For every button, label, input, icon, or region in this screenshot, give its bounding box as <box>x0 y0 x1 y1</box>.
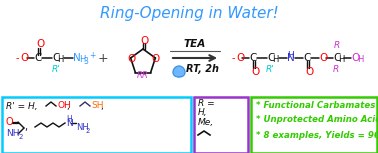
Text: N: N <box>66 119 73 127</box>
Text: O: O <box>128 54 136 64</box>
Text: R: R <box>142 71 147 80</box>
Text: C: C <box>333 53 340 63</box>
Text: -: - <box>16 53 20 63</box>
Text: H: H <box>272 55 278 64</box>
Text: C: C <box>303 53 310 63</box>
Text: 2: 2 <box>19 134 23 140</box>
Text: H: H <box>357 55 363 64</box>
Text: C: C <box>34 53 41 63</box>
FancyBboxPatch shape <box>251 97 376 153</box>
Text: * Unprotected Amino Acids: * Unprotected Amino Acids <box>256 116 378 125</box>
Text: N: N <box>73 53 81 63</box>
Text: O: O <box>140 36 148 46</box>
Text: ,: , <box>100 101 103 110</box>
Polygon shape <box>173 66 185 77</box>
FancyBboxPatch shape <box>194 97 248 153</box>
Text: R: R <box>333 65 339 75</box>
Text: H: H <box>79 55 85 64</box>
Text: H: H <box>338 55 344 64</box>
Text: +: + <box>98 52 108 65</box>
Text: O: O <box>236 53 244 63</box>
Text: 2: 2 <box>86 128 90 134</box>
Text: R': R' <box>266 65 275 75</box>
Text: O: O <box>319 53 327 63</box>
Text: ·: · <box>177 67 179 73</box>
Text: R: R <box>136 71 142 80</box>
Text: N: N <box>287 53 295 63</box>
Text: R': R' <box>52 65 61 73</box>
Text: H: H <box>57 55 64 64</box>
Text: NH: NH <box>76 123 89 132</box>
Text: R' = H,: R' = H, <box>6 101 38 110</box>
Text: -: - <box>232 53 235 63</box>
Text: R =: R = <box>198 99 215 108</box>
FancyBboxPatch shape <box>2 97 191 153</box>
Text: R: R <box>334 41 340 50</box>
Text: * Functional Carbamates: * Functional Carbamates <box>256 101 375 110</box>
Text: H: H <box>287 50 294 60</box>
Text: NH: NH <box>6 129 20 138</box>
Text: OH: OH <box>57 101 71 110</box>
Text: Ring-Opening in Water!: Ring-Opening in Water! <box>100 6 278 21</box>
Text: O: O <box>151 54 160 64</box>
Text: RT, 2h: RT, 2h <box>186 64 220 74</box>
Text: Me,: Me, <box>198 119 214 127</box>
Text: TEA: TEA <box>184 39 206 49</box>
Text: * 8 examples, Yields = 96-20%: * 8 examples, Yields = 96-20% <box>256 131 378 140</box>
Text: O: O <box>351 53 359 63</box>
Text: C: C <box>267 53 274 63</box>
Text: C: C <box>249 53 256 63</box>
Text: SH: SH <box>91 101 104 110</box>
Text: O: O <box>251 67 259 77</box>
Text: 3: 3 <box>83 56 88 65</box>
Text: O: O <box>305 67 313 77</box>
Text: O: O <box>36 39 44 49</box>
Text: O: O <box>20 53 28 63</box>
Text: H: H <box>66 116 72 125</box>
Text: +: + <box>89 52 95 60</box>
Text: O: O <box>6 117 14 127</box>
Text: ,: , <box>24 122 27 132</box>
Text: ,: , <box>66 101 69 110</box>
Text: C: C <box>52 53 59 63</box>
Text: H,: H, <box>198 108 208 118</box>
